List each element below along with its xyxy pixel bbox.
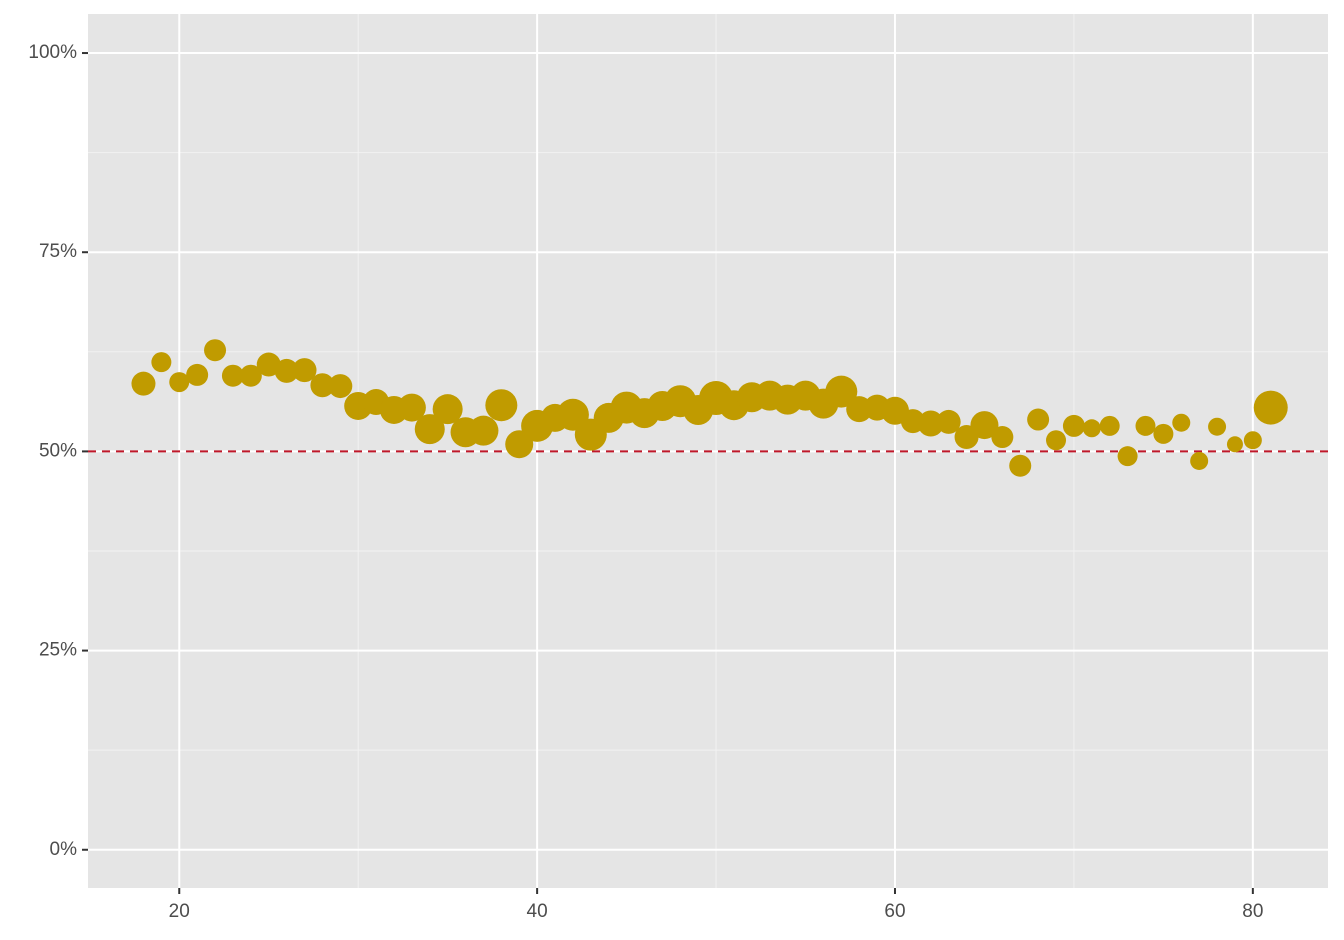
point <box>204 339 227 362</box>
point <box>1046 430 1067 451</box>
y-tick-label: 0% <box>50 839 78 860</box>
point <box>397 393 426 422</box>
point <box>1208 417 1227 436</box>
point <box>131 371 156 396</box>
point <box>1226 436 1243 453</box>
x-tick-label: 20 <box>169 901 190 922</box>
point <box>1253 390 1288 425</box>
point <box>292 358 317 383</box>
point <box>1027 408 1050 431</box>
y-tick-label: 100% <box>28 42 77 63</box>
point <box>310 373 335 398</box>
x-tick-label: 40 <box>527 901 548 922</box>
y-tick-label: 25% <box>39 640 77 661</box>
point <box>917 410 944 437</box>
point <box>151 352 172 373</box>
point <box>1099 415 1120 436</box>
point <box>1009 454 1032 477</box>
point <box>169 372 190 393</box>
point <box>1153 423 1174 444</box>
point <box>414 414 445 445</box>
point <box>936 409 961 434</box>
point <box>1135 415 1156 436</box>
point <box>970 411 999 440</box>
point <box>221 364 244 387</box>
point <box>1172 413 1191 432</box>
point <box>186 363 209 386</box>
point <box>1062 414 1085 437</box>
point <box>1082 419 1101 438</box>
point <box>1190 451 1209 470</box>
point <box>991 426 1014 449</box>
point <box>328 374 353 399</box>
y-tick-label: 50% <box>39 440 77 461</box>
x-tick-label: 60 <box>884 901 905 922</box>
x-tick-label: 80 <box>1242 901 1263 922</box>
y-tick-label: 75% <box>39 241 77 262</box>
point <box>239 364 262 387</box>
point <box>274 358 299 383</box>
point <box>1243 431 1262 450</box>
point <box>485 389 518 422</box>
point <box>432 394 463 425</box>
point <box>468 415 499 446</box>
point <box>825 375 858 408</box>
point <box>1117 446 1138 467</box>
